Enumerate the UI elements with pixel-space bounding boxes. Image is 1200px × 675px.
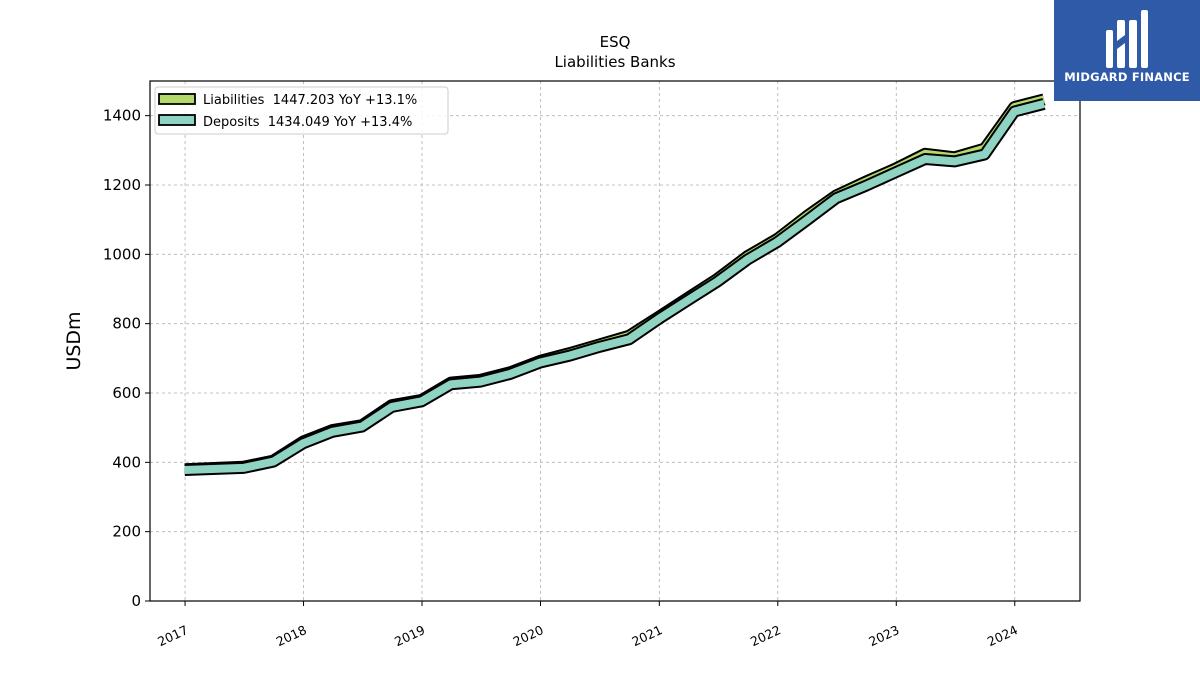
x-tick-label: 2019: [392, 622, 427, 649]
chart-title: ESQ: [600, 33, 631, 51]
plot-frame: [149, 80, 1081, 602]
y-tick-label: 1400: [103, 107, 141, 125]
x-tick-label: 2018: [274, 622, 309, 649]
legend-box: [154, 86, 449, 135]
y-tick-label: 200: [112, 523, 141, 541]
x-tick-label: 2022: [748, 622, 783, 649]
y-tick-label: 0: [131, 592, 141, 610]
legend-swatch-liabilities: [158, 93, 196, 105]
y-tick-label: 600: [112, 384, 141, 402]
legend: Liabilities 1447.203 YoY +13.1% Deposits…: [154, 86, 449, 135]
series-line-deposits: [184, 100, 1045, 474]
legend-label-liabilities: Liabilities 1447.203 YoY +13.1%: [203, 93, 417, 108]
x-axis: 2017 2018 2019 2020 2021 2022 2023 2024: [155, 601, 1020, 649]
series-outline-deposits: [184, 98, 1046, 476]
y-tick-label: 800: [112, 315, 141, 333]
x-tick-label: 2017: [155, 622, 190, 649]
y-axis-label: USDm: [63, 311, 85, 370]
legend-swatch-deposits: [158, 114, 196, 126]
y-tick-label: 1000: [103, 245, 141, 263]
chart-subtitle: Liabilities Banks: [554, 53, 675, 71]
midgard-logo-icon: [1106, 10, 1148, 68]
x-tick-label: 2020: [511, 622, 546, 649]
x-tick-label: 2023: [866, 622, 901, 649]
series-line-liabilities: [184, 95, 1045, 474]
brand-logo: MIDGARD FINANCE: [1054, 0, 1200, 101]
series-layer: [184, 93, 1046, 476]
y-axis: 0 200 400 600 800 1000 1200 1400: [103, 107, 150, 610]
brand-name: MIDGARD FINANCE: [1064, 70, 1190, 84]
x-tick-label: 2024: [985, 622, 1020, 649]
legend-label-deposits: Deposits 1434.049 YoY +13.4%: [203, 115, 412, 130]
x-tick-label: 2021: [629, 622, 664, 649]
y-tick-label: 1200: [103, 176, 141, 194]
grid: [150, 81, 1080, 602]
y-tick-label: 400: [112, 453, 141, 471]
